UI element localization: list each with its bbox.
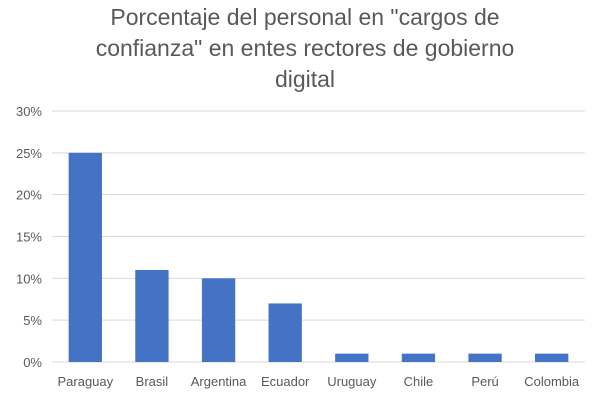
x-tick-label: Uruguay (327, 374, 377, 389)
y-tick-label: 20% (16, 188, 42, 203)
y-tick-label: 5% (23, 313, 42, 328)
y-tick-label: 0% (23, 355, 42, 370)
x-tick-label: Colombia (524, 374, 580, 389)
chart-title: Porcentaje del personal en "cargos de co… (95, 2, 515, 95)
bar-colombia (535, 353, 569, 362)
x-tick-label: Perú (471, 374, 498, 389)
x-tick-label: Argentina (191, 374, 247, 389)
bar-paraguay (68, 152, 102, 362)
bar-chile (401, 353, 436, 362)
x-tick-label: Brasil (136, 374, 169, 389)
x-tick-label: Paraguay (57, 374, 113, 389)
bar-argentina (201, 278, 236, 362)
x-tick-label: Chile (404, 374, 434, 389)
chart-title-line-1: Porcentaje del personal en "cargos de (110, 4, 500, 30)
chart-title-line-2: confianza" en entes rectores de gobierno (95, 35, 515, 61)
chart-title-line-3: digital (274, 66, 336, 92)
x-tick-label: Ecuador (261, 374, 310, 389)
y-tick-label: 10% (16, 271, 42, 286)
bar-perú (468, 353, 502, 362)
bar-uruguay (335, 353, 369, 362)
bar-ecuador (268, 303, 302, 362)
y-tick-label: 30% (16, 104, 42, 119)
y-tick-label: 15% (16, 230, 42, 245)
bar-brasil (135, 269, 169, 362)
y-tick-label: 25% (16, 146, 42, 161)
